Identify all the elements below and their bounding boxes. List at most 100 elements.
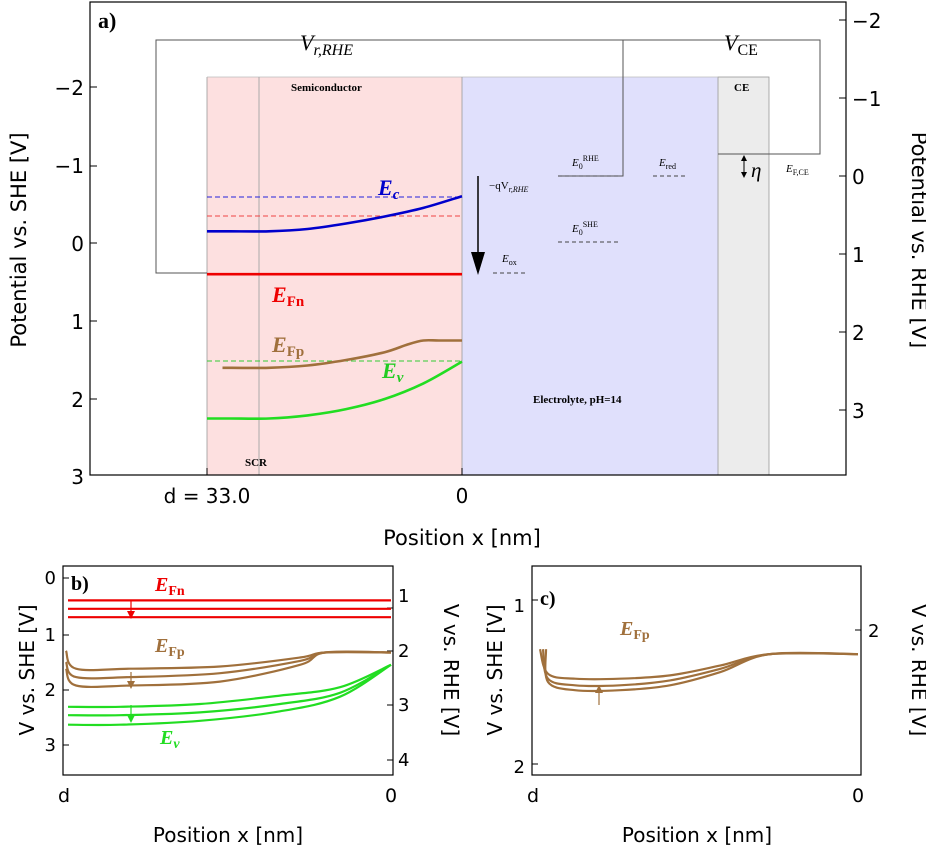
ev-shift-arrow-head xyxy=(127,715,135,723)
panel-a-y-axis-label-left: Potential vs. SHE [V] xyxy=(7,132,31,347)
series-line-e-fp xyxy=(222,338,462,370)
panel-a-x-axis-label: Position x [nm] xyxy=(383,526,541,550)
efp-band-label: EFp xyxy=(271,332,304,360)
y-tick-label: 2 xyxy=(514,757,525,778)
panel-c-y-axis-label-right: V vs. RHE [V] xyxy=(907,604,926,736)
ec-band-label: Ec xyxy=(377,175,400,203)
panel-c-left-tick-labels: 1 2 xyxy=(514,596,525,778)
x-tick-label-zero: 0 xyxy=(456,484,469,508)
y-right-tick-label: 1 xyxy=(852,243,865,267)
panel-c-x-axis-label: Position x [nm] xyxy=(622,823,772,847)
panel-a-band-curves xyxy=(207,194,463,421)
y-tick-label: 3 xyxy=(71,465,84,489)
y-tick-label: 2 xyxy=(45,680,56,701)
efn-band-label: EFn xyxy=(271,282,305,310)
y-tick-label: 1 xyxy=(45,625,56,646)
efp-band-label: EFp xyxy=(619,618,650,643)
y-tick-label: 1 xyxy=(71,310,84,334)
y-right-tick-label: −1 xyxy=(852,87,881,111)
panel-c-band-curves xyxy=(538,648,859,693)
series-line-e-v-2 xyxy=(67,663,392,717)
series-line-e-c xyxy=(207,194,463,233)
efp-shift-arrow-head xyxy=(127,681,135,689)
panel-a-label: a) xyxy=(98,8,116,33)
panel-b-right-tick-labels: 1 2 3 4 xyxy=(398,586,409,771)
series-line-e-fp-3 xyxy=(544,649,859,693)
panel-c-label: c) xyxy=(540,588,556,610)
x-tick-label-d: d xyxy=(58,785,70,807)
eta-arrow-head-down xyxy=(741,172,747,178)
electrolyte-region xyxy=(462,77,718,475)
panel-b: b) 0 1 2 3 1 2 3 4 d 0 Position x [nm] xyxy=(15,565,463,847)
panel-c-right-tick-labels: 2 xyxy=(868,621,879,642)
y-right-tick-label: −2 xyxy=(852,9,881,33)
panel-b-x-axis-label: Position x [nm] xyxy=(153,823,303,847)
x-tick-label-zero: 0 xyxy=(852,785,864,807)
panel-b-band-curves xyxy=(64,599,392,727)
circuit-vr-wire xyxy=(155,39,624,274)
panel-b-right-ticks xyxy=(387,607,393,761)
y-right-tick-label: 1 xyxy=(398,586,409,607)
e0-rhe-label: E0RHE xyxy=(571,154,599,171)
semiconductor-label: Semiconductor xyxy=(291,82,362,94)
y-tick-label: −1 xyxy=(55,154,84,178)
x-tick-label-d: d xyxy=(527,785,539,807)
series-line-e-fp-1 xyxy=(64,650,392,672)
ce-region xyxy=(717,76,770,476)
eta-arrow-head-up xyxy=(741,155,747,161)
efn-band-label: EFn xyxy=(154,574,185,599)
eox-label: Eox xyxy=(501,253,517,267)
series-line-e-v xyxy=(207,360,463,421)
panel-b-left-ticks xyxy=(63,577,69,746)
ef-ce-label: EF,CE xyxy=(785,163,809,177)
series-line-e-fp-3 xyxy=(64,650,392,689)
series-line-e-v-1 xyxy=(67,663,392,709)
y-right-tick-label: 0 xyxy=(852,165,865,189)
y-right-tick-label: 3 xyxy=(852,399,865,423)
y-tick-label: 2 xyxy=(71,388,84,412)
panel-a-left-tick-labels: −2 −1 0 1 2 3 xyxy=(55,76,84,489)
ered-label: Ered xyxy=(658,157,676,171)
y-tick-label: 1 xyxy=(514,596,525,617)
panel-a-left-ticks xyxy=(90,86,97,476)
electrolyte-label: Electrolyte, pH=14 xyxy=(533,394,622,406)
panel-c-frame xyxy=(531,565,862,776)
panel-a-right-tick-labels: −2 −1 0 1 2 3 xyxy=(852,9,881,423)
panel-a-y-axis-label-right: Potential vs. RHE [V] xyxy=(907,132,926,348)
panel-b-y-axis-label-left: V vs. SHE [V] xyxy=(15,604,39,735)
y-right-tick-label: 3 xyxy=(398,695,409,716)
vr-rhe-label: Vr,RHE xyxy=(300,30,353,59)
panel-c-y-axis-label-left: V vs. SHE [V] xyxy=(483,604,507,735)
y-right-tick-label: 2 xyxy=(852,321,865,345)
y-tick-label: 3 xyxy=(45,735,56,756)
ev-band-label: Ev xyxy=(381,358,404,386)
panel-a: −2 −1 0 1 2 3 −2 −1 0 1 2 3 d = 33.0 xyxy=(7,1,926,550)
y-right-tick-label: 2 xyxy=(868,621,879,642)
y-tick-label: 0 xyxy=(71,232,84,256)
panel-c: c) 1 2 2 d 0 Position x [nm] V vs. SHE [… xyxy=(483,565,926,847)
panel-b-y-axis-label-right: V vs. RHE [V] xyxy=(439,604,463,736)
y-right-tick-label: 4 xyxy=(398,750,409,771)
y-tick-label: 0 xyxy=(45,568,56,589)
panel-a-right-ticks xyxy=(839,19,846,411)
efp-shift-arrow-head xyxy=(595,685,603,693)
x-tick-label-zero: 0 xyxy=(385,785,397,807)
qv-arrow-head xyxy=(471,252,485,275)
panel-b-left-tick-labels: 0 1 2 3 xyxy=(45,568,56,756)
panel-b-label: b) xyxy=(71,573,89,595)
qv-label: −qVr,RHE xyxy=(489,180,529,194)
panel-c-left-ticks xyxy=(532,599,538,765)
series-line-e-fp-2 xyxy=(541,649,859,688)
scr-label: SCR xyxy=(245,457,268,469)
circuit-vce-wire xyxy=(623,39,821,155)
vce-label: VCE xyxy=(724,30,758,59)
e0-she-label: E0SHE xyxy=(571,220,598,237)
y-tick-label: −2 xyxy=(55,76,84,100)
semiconductor-region xyxy=(207,77,462,475)
y-right-tick-label: 2 xyxy=(398,641,409,662)
eta-label: η xyxy=(751,158,761,182)
x-tick-label-d: d = 33.0 xyxy=(164,484,251,508)
panel-a-frame xyxy=(89,1,847,476)
efp-band-label: EFp xyxy=(154,635,185,660)
